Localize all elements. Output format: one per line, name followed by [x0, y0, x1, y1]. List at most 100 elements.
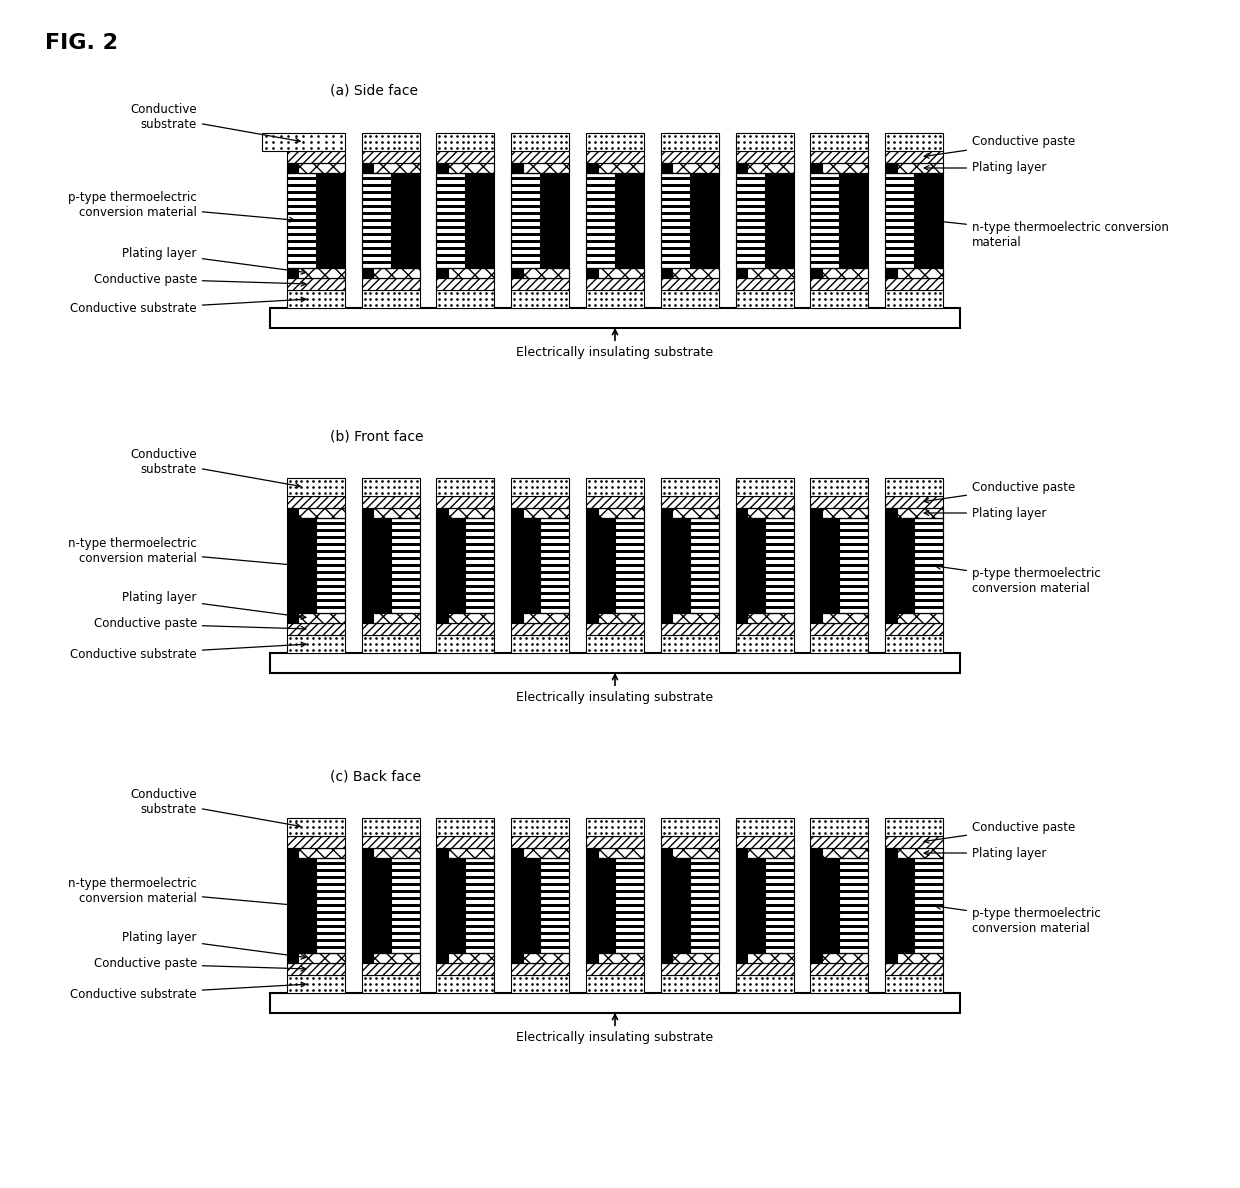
Bar	[822, 163, 868, 173]
Bar	[839, 543, 868, 546]
Bar	[391, 584, 419, 588]
Bar	[587, 247, 615, 251]
Bar	[689, 897, 719, 901]
Bar	[391, 606, 419, 609]
Bar	[511, 184, 541, 187]
Bar	[362, 518, 391, 613]
Bar	[661, 508, 719, 518]
Bar	[885, 508, 897, 518]
Bar	[541, 518, 569, 613]
Bar	[286, 254, 316, 258]
Bar	[362, 151, 419, 163]
Bar	[541, 529, 569, 532]
Bar	[839, 861, 868, 865]
Bar	[661, 226, 689, 229]
Bar	[511, 278, 569, 290]
Bar	[286, 173, 316, 268]
Text: n-type thermoelectric conversion
material: n-type thermoelectric conversion materia…	[936, 219, 1169, 249]
Bar	[316, 897, 345, 901]
Bar	[436, 219, 465, 222]
Bar	[286, 163, 299, 173]
Bar	[286, 953, 345, 963]
Bar	[765, 570, 794, 574]
Bar	[689, 529, 719, 532]
Bar	[286, 497, 345, 508]
Bar	[465, 904, 495, 908]
Bar	[885, 211, 914, 215]
Bar	[765, 924, 794, 928]
Bar	[587, 975, 644, 993]
Bar	[465, 577, 495, 581]
Bar	[587, 613, 644, 623]
Bar	[587, 240, 615, 244]
Bar	[511, 613, 569, 623]
Bar	[897, 953, 944, 963]
Bar	[839, 931, 868, 935]
Bar	[661, 623, 719, 636]
Bar	[465, 606, 495, 609]
Bar	[362, 190, 391, 194]
Bar	[615, 592, 644, 595]
Bar	[661, 233, 689, 236]
Bar	[811, 133, 868, 151]
Bar	[362, 211, 391, 215]
Bar	[914, 550, 944, 554]
Bar	[541, 904, 569, 908]
Bar	[436, 819, 495, 836]
Bar	[689, 570, 719, 574]
Bar	[465, 876, 495, 879]
Bar	[914, 918, 944, 922]
Bar	[587, 623, 644, 636]
Bar	[885, 518, 944, 613]
Bar	[541, 570, 569, 574]
Bar	[587, 836, 644, 848]
Bar	[839, 536, 868, 539]
Bar	[316, 536, 345, 539]
Bar	[436, 975, 495, 993]
Bar	[373, 163, 419, 173]
Bar	[362, 623, 419, 636]
Bar	[270, 308, 960, 328]
Bar	[765, 592, 794, 595]
Bar	[615, 868, 644, 872]
Bar	[587, 478, 644, 497]
Bar	[316, 518, 345, 613]
Bar	[362, 858, 419, 953]
Bar	[362, 261, 391, 265]
Bar	[661, 151, 719, 163]
Bar	[436, 133, 495, 151]
Text: Conductive
substrate: Conductive substrate	[130, 788, 300, 828]
Bar	[436, 623, 495, 636]
Bar	[391, 564, 419, 567]
Bar	[765, 939, 794, 942]
Bar	[373, 953, 419, 963]
Bar	[362, 204, 391, 208]
Bar	[885, 613, 944, 623]
Bar	[672, 268, 719, 278]
Bar	[765, 883, 794, 886]
Bar	[316, 861, 345, 865]
Bar	[735, 151, 794, 163]
Bar	[436, 508, 495, 518]
Text: Conductive substrate: Conductive substrate	[71, 643, 306, 661]
Bar	[511, 233, 541, 236]
Bar	[465, 543, 495, 546]
Bar	[436, 953, 448, 963]
Bar	[587, 163, 644, 173]
Bar	[735, 623, 794, 636]
Bar	[735, 848, 794, 858]
Bar	[765, 897, 794, 901]
Bar	[748, 163, 794, 173]
Bar	[811, 173, 839, 268]
Bar	[689, 868, 719, 872]
Bar	[448, 163, 495, 173]
Bar	[765, 577, 794, 581]
Bar	[316, 529, 345, 532]
Bar	[689, 883, 719, 886]
Bar	[811, 278, 868, 290]
Bar	[391, 911, 419, 915]
Bar	[391, 529, 419, 532]
Text: Conductive paste: Conductive paste	[93, 618, 306, 631]
Bar	[598, 953, 644, 963]
Bar	[822, 613, 868, 623]
